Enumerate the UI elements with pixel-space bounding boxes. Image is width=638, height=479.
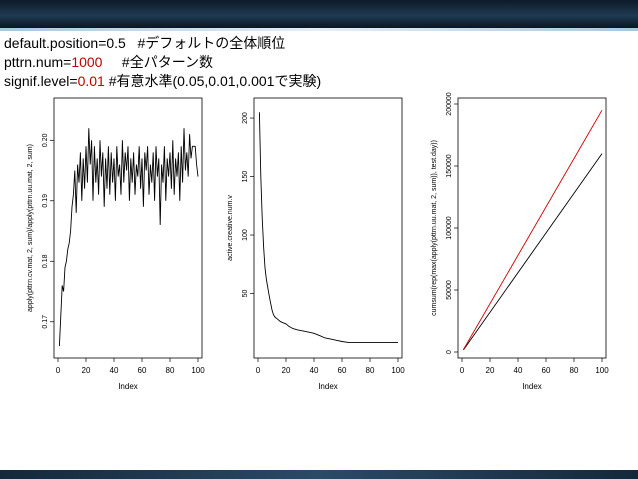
x-tick-label: 40 [110,366,119,375]
series-line [463,109,603,350]
chart-cumsum-plot: 0 20 40 60 80 100 0 50000 100000 150000 200000 Inde… [418,88,618,414]
chart-svg-active-creative: 0 20 40 60 80 100 50 100 150 200 Index active.creat… [227,97,405,391]
y-tick-label: 0 [446,350,453,354]
y-axis-label: cumsum(rep(max(apply(pttrn.uu.mat, 2, su… [431,140,438,316]
param-line-default-position: default.position=0.5 #デフォルトの全体順位 [4,34,321,53]
x-tick-label: 60 [138,366,147,375]
param-value: 1000 [71,54,103,70]
x-tick-label: 20 [282,366,291,375]
title-bar-accent-line [0,28,638,31]
plot-frame [53,97,203,359]
y-tick-label: 150 [242,171,249,183]
x-tick-label: 80 [570,366,579,375]
y-tick-label: 0.20 [42,133,49,147]
x-tick-label: 80 [166,366,175,375]
param-name: pttrn.num [4,54,64,70]
x-tick-label: 0 [460,366,465,375]
y-tick-label: 200000 [446,92,453,115]
param-name: default.position [4,35,99,51]
x-tick-label: 0 [56,366,61,375]
y-tick-label: 0.17 [42,315,49,329]
plot-frame [253,97,403,359]
param-comment: #有意水準(0.05,0.01,0.001で実験) [104,73,322,89]
param-value: 0.01 [77,73,105,89]
x-tick-label: 60 [542,366,551,375]
series-line [463,153,603,351]
chart-svg-cumsum: 0 20 40 60 80 100 0 50000 100000 150000 200000 Inde… [431,92,609,391]
chart-active-creative-plot: 0 20 40 60 80 100 50 100 150 200 Index active.creat… [218,88,414,414]
param-eq: = [63,54,72,70]
series-line [258,112,398,344]
y-axis-label: apply(pttrn.cv.mat, 2, sum)/apply(pttrn.… [27,144,34,312]
param-name: signif.level [4,73,70,89]
x-tick-label: 20 [486,366,495,375]
y-tick-label: 0.18 [42,254,49,268]
footer-bar [0,470,638,479]
y-tick-label: 100000 [446,216,453,239]
x-tick-label: 40 [514,366,523,375]
chart-ratio-plot: 0 20 40 60 80 100 0.17 0.18 0.19 0.20 Index apply(p… [18,88,214,414]
x-tick-label: 40 [310,366,319,375]
x-axis-label: Index [118,382,138,391]
y-tick-label: 100 [242,229,249,241]
y-tick-label: 200 [242,112,249,124]
parameter-text-block: default.position=0.5 #デフォルトの全体順位 pttrn.n… [4,34,321,91]
x-tick-label: 0 [256,366,261,375]
x-axis-label: Index [522,382,542,391]
plot-frame [457,97,607,359]
x-axis-label: Index [318,382,338,391]
y-tick-label: 150000 [446,154,453,177]
y-tick-label: 50000 [446,280,453,300]
param-comment: #デフォルトの全体順位 [125,35,286,51]
param-comment: #全パターン数 [102,54,214,70]
x-tick-label: 100 [595,366,609,375]
series-line [58,128,199,347]
x-tick-label: 100 [191,366,205,375]
title-bar [0,0,638,28]
y-tick-label: 50 [242,290,249,298]
x-tick-label: 60 [338,366,347,375]
param-eq: = [69,73,78,89]
param-line-pttrn-num: pttrn.num=1000 #全パターン数 [4,53,321,72]
y-tick-label: 0.19 [42,194,49,208]
x-tick-label: 80 [366,366,375,375]
param-line-signif-level: signif.level=0.01 #有意水準(0.05,0.01,0.001で… [4,72,321,91]
x-tick-label: 100 [391,366,405,375]
chart-svg-ratio: 0 20 40 60 80 100 0.17 0.18 0.19 0.20 Index apply(p… [27,97,205,391]
param-value: 0.5 [106,35,126,51]
param-eq: = [98,35,107,51]
x-tick-label: 20 [82,366,91,375]
y-axis-label: active.creative.num.v [227,195,234,261]
